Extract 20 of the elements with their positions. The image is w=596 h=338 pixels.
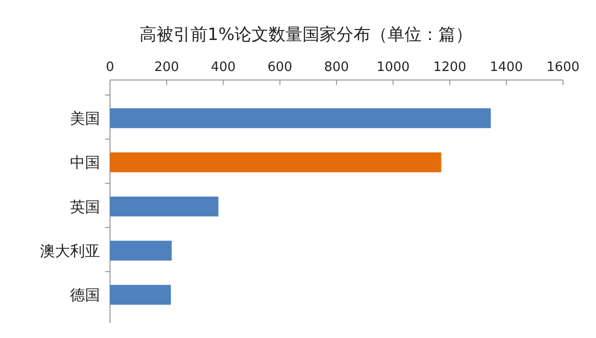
chart-title: 高被引前1%论文数量国家分布（单位：篇） <box>140 25 472 45</box>
y-tick-label: 英国 <box>70 198 100 216</box>
bar <box>110 240 172 261</box>
y-tick-label: 中国 <box>70 154 100 172</box>
bar <box>110 284 171 305</box>
bar <box>110 196 218 216</box>
x-tick-label: 1200 <box>433 60 466 75</box>
x-tick-label: 1400 <box>490 60 523 75</box>
y-tick-label: 澳大利亚 <box>40 242 100 260</box>
bar <box>110 152 442 172</box>
x-tick-label: 400 <box>210 60 236 75</box>
x-tick-label: 0 <box>106 60 114 75</box>
x-tick-label: 800 <box>324 60 349 75</box>
x-tick-label: 1000 <box>376 60 410 75</box>
x-tick-label: 600 <box>267 60 292 75</box>
y-tick-label: 美国 <box>70 109 100 128</box>
bar <box>110 108 491 128</box>
x-tick-label: 200 <box>154 60 180 75</box>
x-tick-label: 1600 <box>546 60 580 75</box>
y-tick-label: 德国 <box>70 286 100 304</box>
